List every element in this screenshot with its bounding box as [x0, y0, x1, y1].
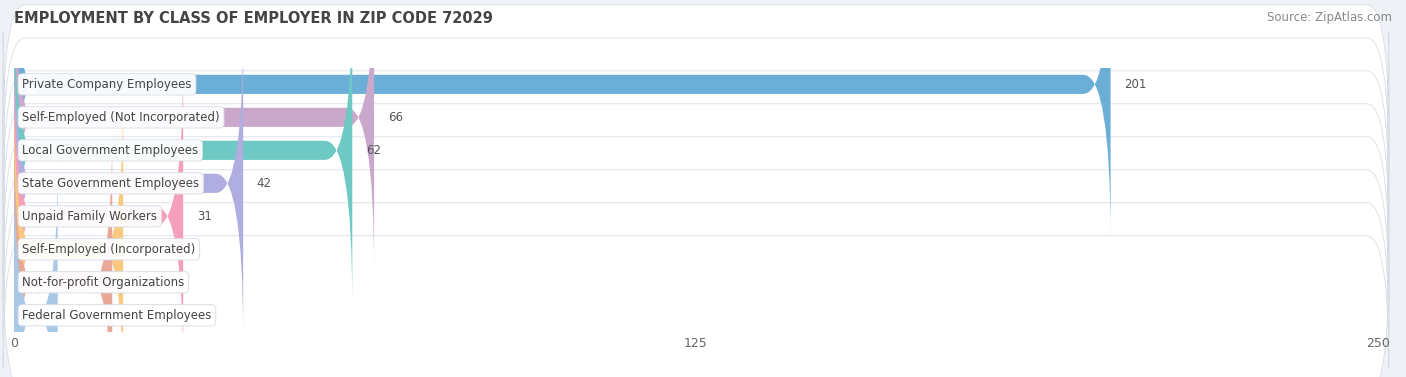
Text: 8: 8 — [72, 309, 79, 322]
FancyBboxPatch shape — [3, 5, 1389, 164]
FancyBboxPatch shape — [3, 104, 1389, 263]
Text: Private Company Employees: Private Company Employees — [22, 78, 191, 91]
FancyBboxPatch shape — [14, 28, 243, 339]
FancyBboxPatch shape — [14, 0, 1111, 240]
Text: 62: 62 — [366, 144, 381, 157]
FancyBboxPatch shape — [3, 137, 1389, 296]
FancyBboxPatch shape — [3, 203, 1389, 362]
FancyBboxPatch shape — [3, 236, 1389, 377]
Text: 20: 20 — [136, 243, 152, 256]
Text: Self-Employed (Incorporated): Self-Employed (Incorporated) — [22, 243, 195, 256]
FancyBboxPatch shape — [14, 160, 58, 377]
Text: Local Government Employees: Local Government Employees — [22, 144, 198, 157]
FancyBboxPatch shape — [3, 38, 1389, 197]
Text: 66: 66 — [388, 111, 402, 124]
FancyBboxPatch shape — [14, 0, 374, 273]
Text: 201: 201 — [1125, 78, 1146, 91]
Text: EMPLOYMENT BY CLASS OF EMPLOYER IN ZIP CODE 72029: EMPLOYMENT BY CLASS OF EMPLOYER IN ZIP C… — [14, 11, 494, 26]
FancyBboxPatch shape — [14, 94, 124, 377]
Text: State Government Employees: State Government Employees — [22, 177, 200, 190]
Text: Source: ZipAtlas.com: Source: ZipAtlas.com — [1267, 11, 1392, 24]
Text: 42: 42 — [257, 177, 271, 190]
FancyBboxPatch shape — [3, 71, 1389, 230]
Text: 31: 31 — [197, 210, 212, 223]
Text: Self-Employed (Not Incorporated): Self-Employed (Not Incorporated) — [22, 111, 219, 124]
Text: Unpaid Family Workers: Unpaid Family Workers — [22, 210, 157, 223]
FancyBboxPatch shape — [3, 170, 1389, 329]
Text: Federal Government Employees: Federal Government Employees — [22, 309, 212, 322]
FancyBboxPatch shape — [14, 61, 183, 372]
FancyBboxPatch shape — [14, 0, 353, 306]
Text: 18: 18 — [127, 276, 141, 289]
Text: Not-for-profit Organizations: Not-for-profit Organizations — [22, 276, 184, 289]
FancyBboxPatch shape — [14, 127, 112, 377]
